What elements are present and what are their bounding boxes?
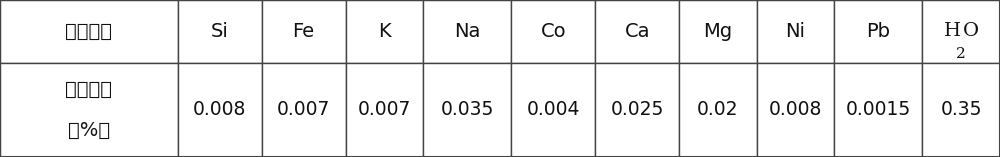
Text: K: K	[378, 22, 391, 41]
Text: 0.007: 0.007	[358, 100, 411, 119]
Text: 0.008: 0.008	[193, 100, 246, 119]
Bar	[511, 0, 595, 63]
Text: Fe: Fe	[292, 22, 315, 41]
Text: O: O	[963, 22, 979, 40]
Bar	[679, 63, 757, 157]
Text: H: H	[944, 22, 961, 40]
Bar	[0, 63, 178, 157]
Bar	[346, 0, 423, 63]
Bar	[178, 0, 262, 63]
Text: Na: Na	[454, 22, 480, 41]
Bar	[595, 63, 679, 157]
Bar	[679, 0, 757, 63]
Bar	[757, 0, 834, 63]
Text: 0.007: 0.007	[277, 100, 330, 119]
Bar	[757, 63, 834, 157]
Text: Pb: Pb	[866, 22, 890, 41]
Bar	[834, 0, 922, 63]
Bar	[178, 63, 262, 157]
Text: 0.025: 0.025	[611, 100, 664, 119]
Text: 0.35: 0.35	[940, 100, 982, 119]
Bar	[423, 63, 511, 157]
Text: 0.02: 0.02	[697, 100, 739, 119]
Bar	[922, 63, 1000, 157]
Bar	[511, 63, 595, 157]
Bar	[262, 0, 346, 63]
Text: Si: Si	[211, 22, 229, 41]
Bar	[346, 63, 423, 157]
Text: Ca: Ca	[624, 22, 650, 41]
Bar	[834, 63, 922, 157]
Text: 0.008: 0.008	[769, 100, 822, 119]
Text: （%）: （%）	[68, 121, 110, 140]
Bar	[423, 0, 511, 63]
Bar	[0, 0, 178, 63]
Bar	[262, 63, 346, 157]
Text: 0.0015: 0.0015	[846, 100, 911, 119]
Bar	[595, 0, 679, 63]
Text: 含量指标: 含量指标	[65, 80, 112, 99]
Text: Ni: Ni	[785, 22, 805, 41]
Bar	[922, 0, 1000, 63]
Text: 2: 2	[956, 47, 966, 61]
Text: 杂质成份: 杂质成份	[65, 22, 112, 41]
Text: 0.035: 0.035	[440, 100, 494, 119]
Text: Mg: Mg	[703, 22, 733, 41]
Text: 0.004: 0.004	[527, 100, 580, 119]
Text: Co: Co	[540, 22, 566, 41]
